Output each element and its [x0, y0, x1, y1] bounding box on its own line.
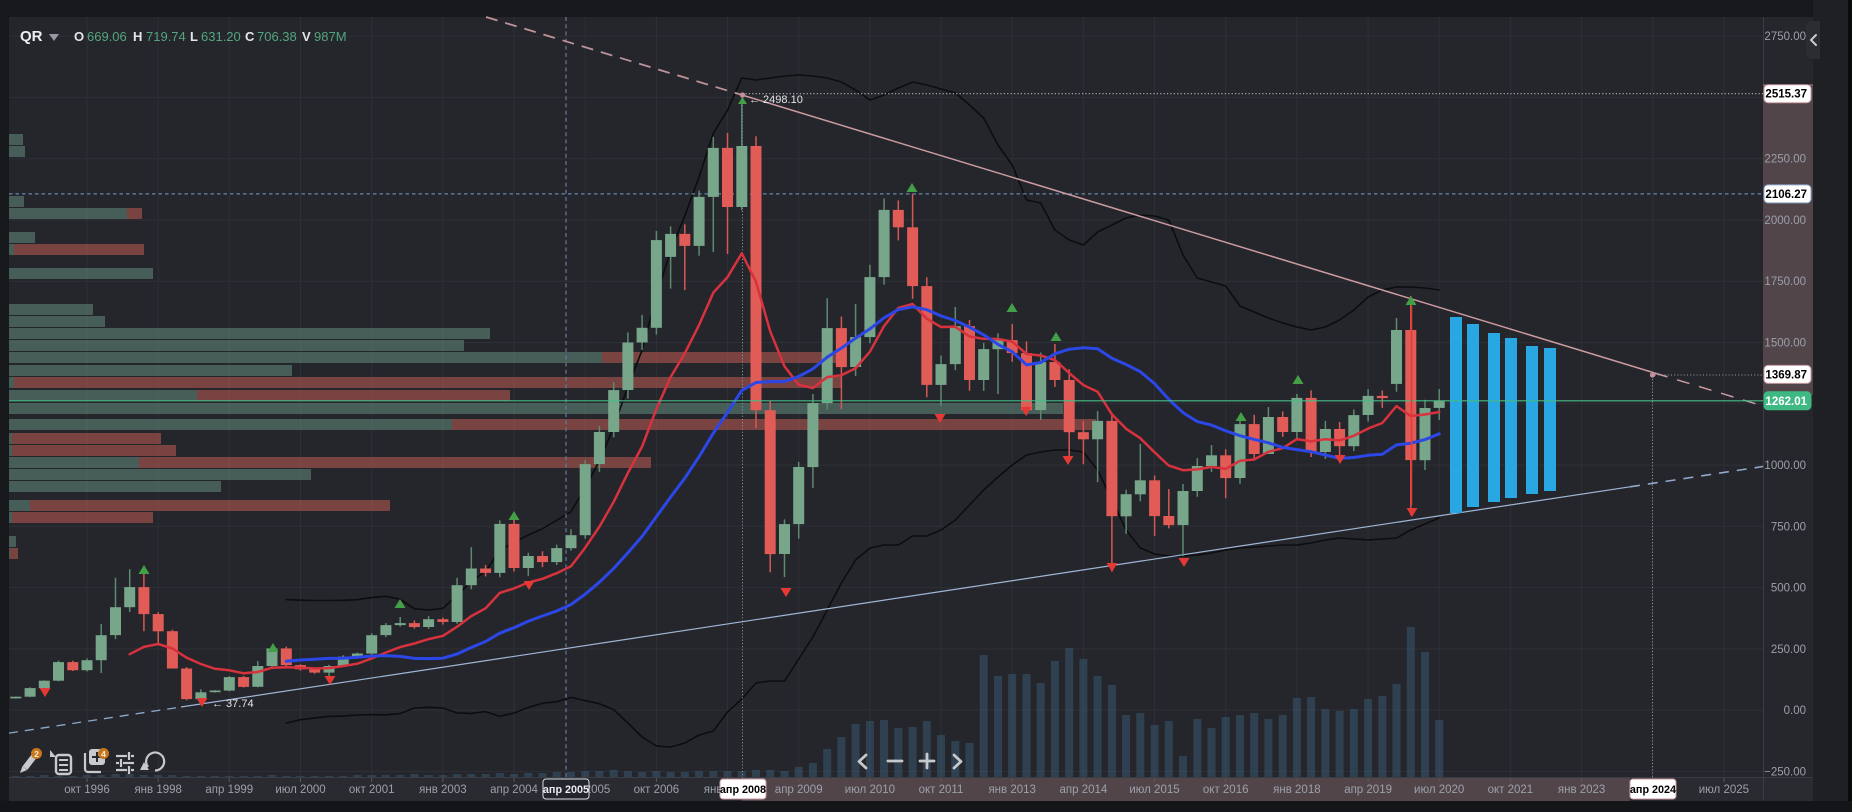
svg-text:янв 2013: янв 2013 [988, 784, 1035, 796]
svg-text:окт 2006: окт 2006 [634, 784, 680, 796]
svg-text:янв 1998: янв 1998 [134, 784, 181, 796]
svg-text:2: 2 [34, 749, 39, 759]
svg-text:апр 1999: апр 1999 [205, 784, 253, 796]
svg-text:1000.00: 1000.00 [1764, 460, 1806, 472]
svg-text:2000.00: 2000.00 [1764, 215, 1806, 227]
svg-text:1262.01: 1262.01 [1765, 396, 1807, 408]
svg-text:окт 2001: окт 2001 [349, 784, 395, 796]
svg-text:250.00: 250.00 [1771, 644, 1806, 656]
svg-text:L: L [190, 29, 198, 44]
svg-text:750.00: 750.00 [1771, 521, 1806, 533]
svg-text:окт 1996: окт 1996 [64, 784, 110, 796]
svg-text:4: 4 [101, 749, 106, 759]
svg-text:2515.37: 2515.37 [1765, 89, 1807, 101]
svg-text:0.00: 0.00 [1784, 705, 1806, 717]
svg-text:500.00: 500.00 [1771, 583, 1806, 595]
svg-text:апр 2019: апр 2019 [1344, 784, 1392, 796]
svg-text:C: C [245, 29, 255, 44]
svg-text:O: O [74, 29, 84, 44]
svg-text:1500.00: 1500.00 [1764, 338, 1806, 350]
svg-text:апр 2024: апр 2024 [1630, 784, 1676, 796]
svg-text:1750.00: 1750.00 [1764, 276, 1806, 288]
svg-text:окт 2016: окт 2016 [1203, 784, 1249, 796]
svg-text:июл 2010: июл 2010 [845, 784, 895, 796]
svg-text:янв 2023: янв 2023 [1558, 784, 1605, 796]
svg-text:← 2498.10: ← 2498.10 [749, 94, 803, 106]
svg-text:669.06: 669.06 [87, 29, 127, 44]
svg-text:окт 2011: окт 2011 [919, 784, 964, 796]
svg-text:1369.87: 1369.87 [1765, 369, 1807, 381]
svg-text:окт 2021: окт 2021 [1488, 784, 1534, 796]
svg-text:июл 2015: июл 2015 [1129, 784, 1179, 796]
svg-text:H: H [133, 29, 142, 44]
svg-text:2250.00: 2250.00 [1764, 154, 1806, 166]
svg-text:−250.00: −250.00 [1764, 766, 1806, 778]
svg-text:янв 2018: янв 2018 [1273, 784, 1320, 796]
svg-text:апр 2005: апр 2005 [543, 784, 589, 796]
svg-text:янв 2003: янв 2003 [419, 784, 466, 796]
svg-text:706.38: 706.38 [257, 29, 297, 44]
svg-text:2750.00: 2750.00 [1764, 31, 1806, 43]
svg-text:июл 2000: июл 2000 [275, 784, 325, 796]
svg-text:апр 2004: апр 2004 [490, 784, 538, 796]
svg-text:719.74: 719.74 [146, 29, 186, 44]
svg-text:V: V [302, 29, 311, 44]
svg-text:631.20: 631.20 [201, 29, 241, 44]
svg-text:апр 2009: апр 2009 [775, 784, 823, 796]
svg-text:987M: 987M [314, 29, 347, 44]
svg-text:апр 2008: апр 2008 [720, 784, 766, 796]
svg-text:QR: QR [20, 28, 43, 45]
svg-text:2106.27: 2106.27 [1765, 189, 1807, 201]
svg-text:июл 2020: июл 2020 [1414, 784, 1464, 796]
svg-text:апр 2014: апр 2014 [1060, 784, 1108, 796]
svg-text:← 37.74: ← 37.74 [212, 698, 254, 710]
svg-text:июл 2025: июл 2025 [1699, 784, 1749, 796]
